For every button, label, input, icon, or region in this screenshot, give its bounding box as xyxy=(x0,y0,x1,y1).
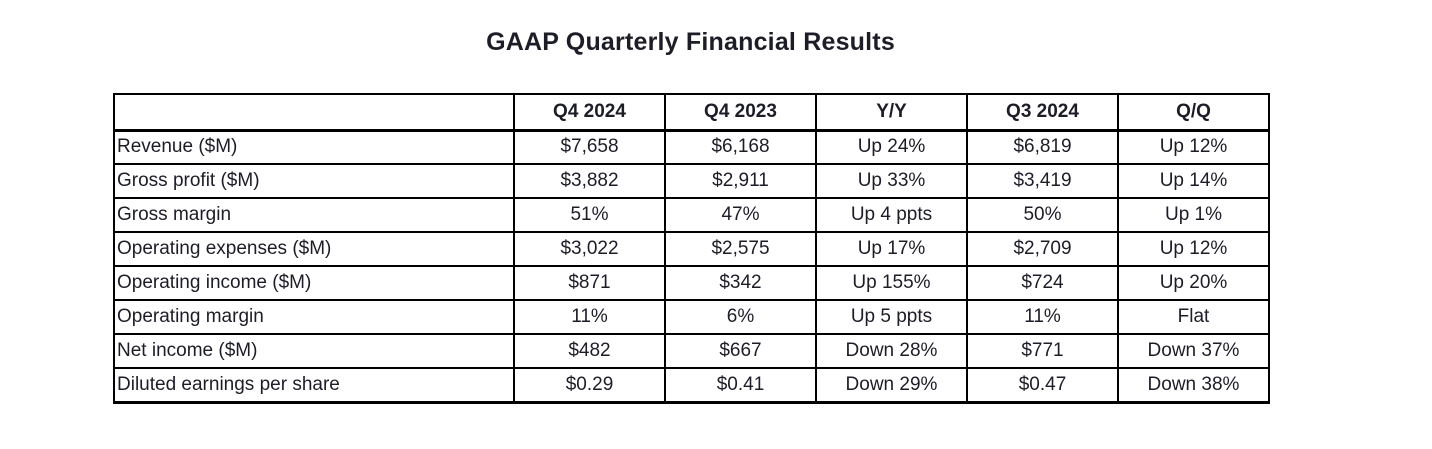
cell-value: $771 xyxy=(966,333,1119,369)
table-row-gross-margin: Gross margin 51% 47% Up 4 ppts 50% Up 1% xyxy=(113,197,1270,233)
cell-value: Up 17% xyxy=(815,231,968,267)
cell-value: $7,658 xyxy=(513,129,666,165)
cell-value: Up 12% xyxy=(1117,129,1270,165)
cell-value: Up 4 ppts xyxy=(815,197,968,233)
page-title: GAAP Quarterly Financial Results xyxy=(486,28,895,56)
cell-value: $482 xyxy=(513,333,666,369)
table-row-gross-profit: Gross profit ($M) $3,882 $2,911 Up 33% $… xyxy=(113,163,1270,199)
cell-value: Down 38% xyxy=(1117,367,1270,404)
cell-value: Up 14% xyxy=(1117,163,1270,199)
cell-value: 11% xyxy=(513,299,666,335)
cell-value: $0.41 xyxy=(664,367,817,404)
cell-value: 6% xyxy=(664,299,817,335)
cell-value: $6,819 xyxy=(966,129,1119,165)
page-content: GAAP Quarterly Financial Results Q4 2024… xyxy=(113,26,1270,404)
cell-value: 50% xyxy=(966,197,1119,233)
row-label: Operating income ($M) xyxy=(113,265,515,301)
cell-value: Up 33% xyxy=(815,163,968,199)
cell-value: Down 37% xyxy=(1117,333,1270,369)
cell-value: $342 xyxy=(664,265,817,301)
row-label: Gross margin xyxy=(113,197,515,233)
column-header-q3-2024: Q3 2024 xyxy=(966,93,1119,132)
table-row-operating-expenses: Operating expenses ($M) $3,022 $2,575 Up… xyxy=(113,231,1270,267)
row-label: Diluted earnings per share xyxy=(113,367,515,404)
row-label: Operating margin xyxy=(113,299,515,335)
cell-value: $3,022 xyxy=(513,231,666,267)
table-row-diluted-eps: Diluted earnings per share $0.29 $0.41 D… xyxy=(113,367,1270,404)
cell-value: Flat xyxy=(1117,299,1270,335)
cell-value: $0.47 xyxy=(966,367,1119,404)
table-row-operating-margin: Operating margin 11% 6% Up 5 ppts 11% Fl… xyxy=(113,299,1270,335)
cell-value: Up 12% xyxy=(1117,231,1270,267)
cell-value: Down 29% xyxy=(815,367,968,404)
cell-value: 11% xyxy=(966,299,1119,335)
cell-value: $667 xyxy=(664,333,817,369)
row-label: Gross profit ($M) xyxy=(113,163,515,199)
column-header-yoy: Y/Y xyxy=(815,93,968,132)
cell-value: $2,709 xyxy=(966,231,1119,267)
cell-value: $6,168 xyxy=(664,129,817,165)
cell-value: Up 155% xyxy=(815,265,968,301)
cell-value: $2,911 xyxy=(664,163,817,199)
row-label: Operating expenses ($M) xyxy=(113,231,515,267)
column-header-q4-2023: Q4 2023 xyxy=(664,93,817,132)
row-label: Net income ($M) xyxy=(113,333,515,369)
table-row-net-income: Net income ($M) $482 $667 Down 28% $771 … xyxy=(113,333,1270,369)
table-row-revenue: Revenue ($M) $7,658 $6,168 Up 24% $6,819… xyxy=(113,129,1270,165)
column-header-q4-2024: Q4 2024 xyxy=(513,93,666,132)
row-label: Revenue ($M) xyxy=(113,129,515,165)
cell-value: $724 xyxy=(966,265,1119,301)
cell-value: $2,575 xyxy=(664,231,817,267)
cell-value: $871 xyxy=(513,265,666,301)
cell-value: Up 20% xyxy=(1117,265,1270,301)
cell-value: Down 28% xyxy=(815,333,968,369)
table-header-row: Q4 2024 Q4 2023 Y/Y Q3 2024 Q/Q xyxy=(113,93,1270,132)
column-header-blank xyxy=(113,93,515,132)
column-header-qoq: Q/Q xyxy=(1117,93,1270,132)
cell-value: Up 24% xyxy=(815,129,968,165)
cell-value: $3,419 xyxy=(966,163,1119,199)
cell-value: $3,882 xyxy=(513,163,666,199)
cell-value: 47% xyxy=(664,197,817,233)
cell-value: 51% xyxy=(513,197,666,233)
cell-value: Up 5 ppts xyxy=(815,299,968,335)
table-row-operating-income: Operating income ($M) $871 $342 Up 155% … xyxy=(113,265,1270,301)
cell-value: Up 1% xyxy=(1117,197,1270,233)
financial-results-table: Q4 2024 Q4 2023 Y/Y Q3 2024 Q/Q Revenue … xyxy=(113,93,1270,404)
cell-value: $0.29 xyxy=(513,367,666,404)
